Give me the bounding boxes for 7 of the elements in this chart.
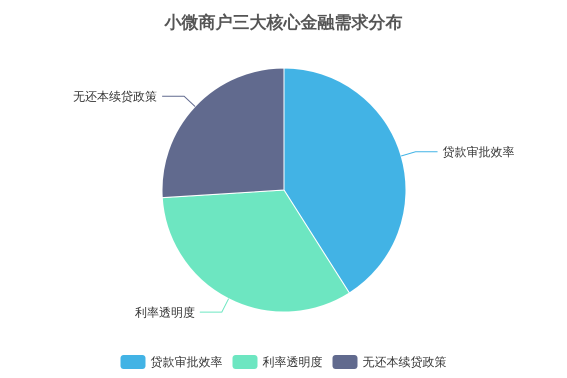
chart-title: 小微商户三大核心金融需求分布 — [164, 13, 402, 33]
legend-label: 无还本续贷政策 — [362, 355, 446, 370]
slice-label: 利率透明度 — [134, 305, 195, 320]
legend-label: 贷款审批效率 — [150, 355, 222, 370]
slice-label: 贷款审批效率 — [442, 144, 515, 159]
slice-label: 无还本续贷政策 — [73, 89, 158, 104]
legend-label: 利率透明度 — [262, 355, 322, 370]
